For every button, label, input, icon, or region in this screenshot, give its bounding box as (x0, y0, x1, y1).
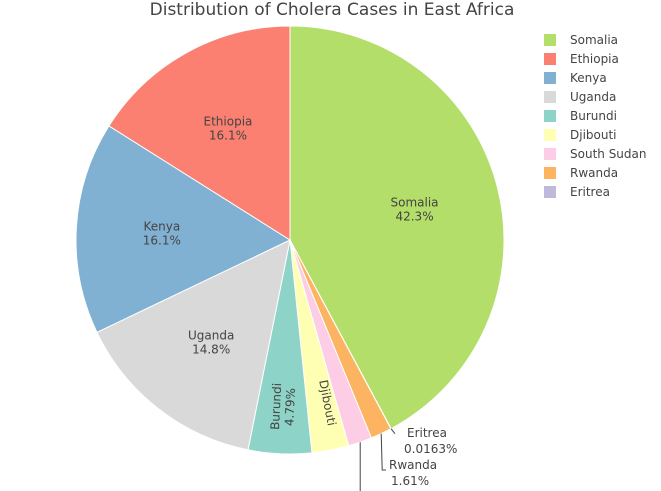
slice-ethiopia[interactable] (108, 25, 291, 241)
slice-label-percent: 14.8% (192, 342, 230, 356)
legend-label: Ethiopia (570, 52, 619, 66)
legend-label: Rwanda (570, 166, 618, 180)
legend: Somalia Ethiopia Kenya Uganda Burundi Djibout… (544, 33, 647, 199)
legend-label: Kenya (570, 71, 607, 85)
legend-item-south-sudan[interactable]: South Sudan (544, 147, 647, 161)
slice-label-name: Ethiopia (204, 115, 253, 129)
slice-label-name: Somalia (391, 196, 439, 210)
slice-label-uganda: Uganda 14.8% (188, 328, 234, 356)
slice-label-percent: 1.61% (391, 474, 429, 488)
slice-label-percent: 42.3% (395, 210, 433, 224)
pie-slices (75, 25, 505, 455)
legend-swatch (544, 34, 556, 46)
chart-title: Distribution of Cholera Cases in East Af… (150, 0, 515, 20)
slice-label-kenya: Kenya 16.1% (143, 220, 181, 248)
legend-swatch (544, 148, 556, 160)
slice-somalia[interactable] (289, 25, 505, 430)
legend-swatch (544, 91, 556, 103)
legend-swatch (544, 53, 556, 65)
slice-label-name: Kenya (143, 220, 180, 234)
legend-label: Somalia (570, 33, 618, 47)
slice-kenya[interactable] (75, 125, 292, 334)
slice-label-name: Uganda (188, 328, 234, 342)
legend-item-burundi[interactable]: Burundi (544, 109, 617, 123)
legend-label: Burundi (570, 109, 617, 123)
legend-item-rwanda[interactable]: Rwanda (544, 166, 618, 180)
legend-label: Uganda (570, 90, 616, 104)
leader-line-rwanda (380, 433, 386, 471)
legend-label: Djibouti (570, 128, 617, 142)
legend-label: Eritrea (570, 185, 610, 199)
legend-swatch (544, 110, 556, 122)
slice-uganda[interactable] (96, 239, 291, 451)
legend-item-eritrea[interactable]: Eritrea (544, 185, 610, 199)
slice-label-eritrea: Eritrea 0.0163% (404, 426, 457, 456)
legend-item-djibouti[interactable]: Djibouti (544, 128, 617, 142)
legend-item-uganda[interactable]: Uganda (544, 90, 616, 104)
legend-swatch (544, 186, 556, 198)
slice-label-rwanda: Rwanda 1.61% (389, 458, 437, 488)
slice-label-percent: 16.1% (209, 129, 247, 143)
slice-label-name: Rwanda (389, 458, 437, 472)
legend-swatch (544, 72, 556, 84)
legend-item-ethiopia[interactable]: Ethiopia (544, 52, 619, 66)
slice-label-ethiopia: Ethiopia 16.1% (204, 115, 253, 143)
slice-label-percent: 0.0163% (404, 442, 457, 456)
slice-label-burundi: Burundi4.79% (268, 383, 298, 431)
legend-label: South Sudan (570, 147, 647, 161)
leader-line-eritrea (390, 428, 396, 435)
pie-labels: Somalia 42.3%Eritrea 0.0163%Rwanda 1.61%Dji… (143, 115, 457, 491)
legend-item-somalia[interactable]: Somalia (544, 33, 618, 47)
slice-label-name: Burundi (268, 383, 284, 431)
slice-label-percent: 16.1% (143, 234, 181, 248)
slice-label-somalia: Somalia 42.3% (391, 196, 439, 224)
legend-swatch (544, 129, 556, 141)
legend-swatch (544, 167, 556, 179)
legend-item-kenya[interactable]: Kenya (544, 71, 607, 85)
slice-label-name: Eritrea (407, 426, 447, 440)
slice-label-percent: 4.79% (282, 388, 298, 427)
